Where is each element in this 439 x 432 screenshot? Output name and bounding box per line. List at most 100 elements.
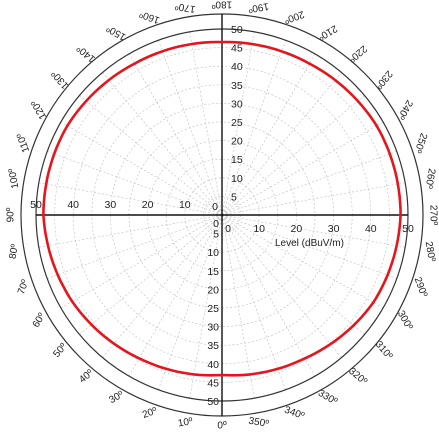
radial-tick-label-right-0: 0 (225, 223, 231, 235)
angle-label-60: 60º (31, 311, 48, 330)
angle-label-350: 350º (248, 416, 270, 430)
angle-label-280: 280º (423, 241, 437, 263)
radial-tick-label-down-45: 45 (207, 377, 219, 389)
angle-label-230: 230º (373, 68, 395, 91)
angle-label-130: 130º (49, 68, 71, 91)
angle-label-290: 290º (412, 276, 429, 299)
grid-spoke (221, 214, 406, 248)
grid-spoke (221, 182, 406, 216)
radial-tick-label-up-35: 35 (231, 80, 243, 92)
grid-spoke (38, 214, 223, 248)
angle-label-160: 160º (138, 8, 161, 25)
radial-tick-label-left-30: 30 (105, 199, 117, 211)
angle-label-0: 0º (217, 421, 227, 432)
radial-tick-label-right-40: 40 (365, 223, 377, 235)
angle-label-70: 70º (16, 278, 32, 296)
grid-spoke (189, 31, 223, 216)
angle-label-260: 260º (423, 167, 437, 189)
radial-tick-label-down-35: 35 (207, 340, 219, 352)
radial-tick-label-right-20: 20 (291, 223, 303, 235)
grid-spoke (221, 214, 255, 399)
grid-spoke (60, 121, 223, 216)
grid-spoke (102, 72, 223, 216)
angle-label-120: 120º (29, 98, 49, 121)
angle-label-170: 170º (174, 0, 196, 14)
radial-tick-label-down-20: 20 (207, 284, 219, 296)
grid-spoke (221, 151, 397, 216)
radial-tick-label-up-25: 25 (231, 117, 243, 129)
grid-spoke (102, 214, 223, 358)
angle-label-270: 270º (428, 205, 439, 226)
radial-tick-label-down-50: 50 (207, 396, 219, 408)
radial-tick-label-right-10: 10 (253, 223, 265, 235)
grid-spoke (221, 31, 255, 216)
radial-tick-label-down-15: 15 (207, 266, 219, 278)
radial-tick-label-left-10: 10 (179, 199, 191, 211)
radial-tick-label-down-40: 40 (207, 359, 219, 371)
angle-label-320: 320º (346, 366, 369, 388)
radial-tick-label-right-50: 50 (402, 223, 414, 235)
angle-label-100: 100º (7, 167, 21, 189)
grid-spoke (221, 214, 286, 390)
grid-spoke (128, 214, 223, 377)
angle-label-10: 10º (177, 416, 194, 429)
radial-tick-label-down-25: 25 (207, 303, 219, 315)
radial-tick-label-down-5: 5 (213, 229, 219, 241)
radial-tick-label-down-30: 30 (207, 322, 219, 334)
grid-spoke (47, 151, 223, 216)
angle-label-90: 90º (6, 207, 17, 222)
radial-tick-label-up-10: 10 (231, 173, 243, 185)
grid-spoke (128, 53, 223, 216)
grid-spoke (221, 72, 342, 216)
grid-spoke (221, 214, 316, 377)
grid-spoke (221, 95, 365, 216)
radial-tick-label-left-20: 20 (142, 199, 154, 211)
grid-spoke (221, 121, 384, 216)
grid-spoke (221, 40, 286, 216)
angle-label-30: 30º (107, 389, 126, 406)
angle-label-340: 340º (283, 405, 306, 422)
angle-label-80: 80º (8, 243, 21, 260)
angle-label-300: 300º (395, 309, 415, 332)
radial-tick-labels: 0551010151520202525303035354040454550500… (30, 24, 414, 408)
grid-spoke (221, 214, 397, 279)
angle-label-180: 180º (211, 0, 232, 10)
angle-label-330: 330º (316, 388, 339, 408)
angle-label-310: 310º (373, 339, 395, 362)
radial-tick-label-up-50: 50 (231, 24, 243, 36)
polar-axes (20, 13, 424, 417)
grid-spoke (221, 214, 384, 309)
radial-tick-label-left-40: 40 (67, 199, 79, 211)
angle-label-50: 50º (51, 341, 69, 360)
grid-spoke (38, 182, 223, 216)
series-line (42, 40, 402, 377)
radial-tick-label-right-30: 30 (328, 223, 340, 235)
grid-spoke (79, 95, 223, 216)
grid-spoke (221, 214, 365, 335)
grid-spoke (158, 214, 223, 390)
radial-tick-label-up-30: 30 (231, 98, 243, 110)
angle-label-250: 250º (412, 131, 429, 154)
angle-label-150: 150º (105, 22, 128, 42)
grid-spoke (221, 214, 342, 358)
radial-tick-label-down-10: 10 (207, 247, 219, 259)
grid-spoke (221, 53, 316, 216)
radial-tick-label-up-5: 5 (231, 191, 237, 203)
radial-tick-label-up-45: 45 (231, 43, 243, 55)
radial-axis-title: Level (dBuV/m) (275, 238, 344, 249)
angle-label-20: 20º (141, 405, 159, 421)
radial-tick-label-up-15: 15 (231, 154, 243, 166)
angle-label-200: 200º (282, 8, 305, 25)
grid-spoke (47, 214, 223, 279)
angle-label-140: 140º (75, 42, 98, 64)
angle-label-220: 220º (346, 43, 369, 65)
grid-spoke (158, 40, 223, 216)
radial-tick-label-up-40: 40 (231, 61, 243, 73)
angle-label-190: 190º (247, 0, 269, 14)
grid-spoke (189, 214, 223, 399)
angle-label-110: 110º (15, 131, 32, 154)
radial-tick-label-left-50: 50 (30, 199, 42, 211)
series-layer (42, 40, 402, 377)
radial-tick-label-down-0: 0 (213, 218, 219, 230)
